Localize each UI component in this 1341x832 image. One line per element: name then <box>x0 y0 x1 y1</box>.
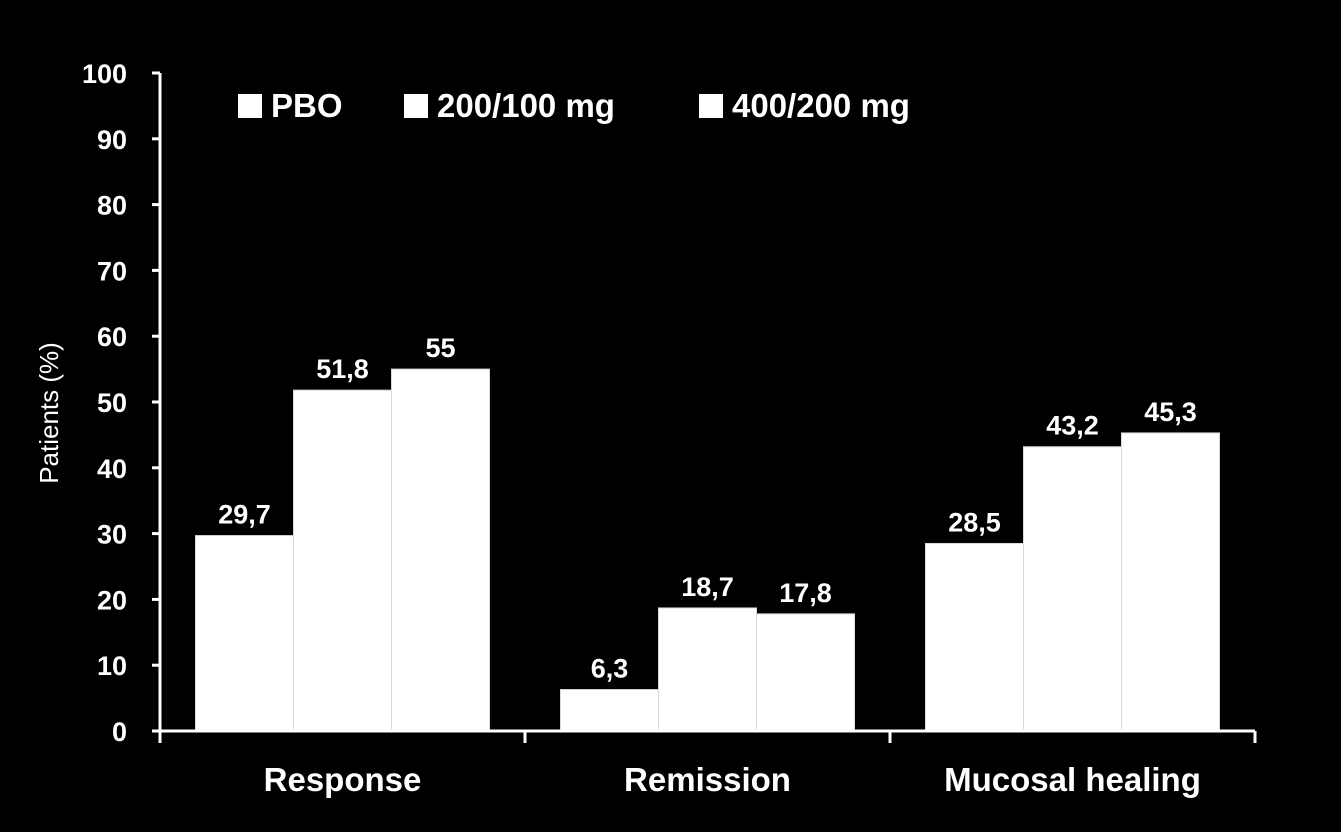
bar-pbo-remission <box>560 689 659 732</box>
axes: 0 10 20 30 40 50 60 70 80 90 100 Response Remission M… <box>82 59 1257 798</box>
data-label: 28,5 <box>948 507 1001 537</box>
bar-200-100-mg-mucosal-healing <box>1023 446 1122 732</box>
bar-400-200-mg-response <box>391 368 490 732</box>
y-tick-label: 20 <box>97 585 127 615</box>
bar-pbo-mucosal-healing <box>925 542 1024 732</box>
data-label: 6,3 <box>591 654 629 684</box>
y-tick-label: 90 <box>97 125 127 155</box>
y-tick-label: 50 <box>97 388 127 418</box>
y-axis-title: Patients (%) <box>34 342 64 484</box>
y-tick-label: 60 <box>97 322 127 352</box>
legend-label: 400/200 mg <box>732 87 910 124</box>
x-tick-label: Response <box>264 761 422 798</box>
data-label: 43,2 <box>1046 411 1099 441</box>
legend-swatch <box>699 94 723 118</box>
legend-label: PBO <box>271 87 343 124</box>
data-label: 29,7 <box>218 500 271 530</box>
data-labels: 29,7 51,8 55 6,3 18,7 17,8 28,5 43,2 45,3 <box>218 333 1197 683</box>
data-label: 51,8 <box>316 354 369 384</box>
y-tick-label: 70 <box>97 256 127 286</box>
y-tick-label: 0 <box>112 717 127 747</box>
bar-200-100-mg-remission <box>658 607 757 732</box>
data-label: 17,8 <box>779 578 832 608</box>
bar-400-200-mg-mucosal-healing <box>1121 432 1220 732</box>
data-label: 45,3 <box>1144 397 1197 427</box>
data-label: 55 <box>425 333 455 363</box>
y-tick-label: 40 <box>97 454 127 484</box>
legend-swatch <box>404 94 428 118</box>
legend-swatch <box>238 94 262 118</box>
bars <box>195 368 1220 732</box>
data-label: 18,7 <box>681 572 734 602</box>
bar-400-200-mg-remission <box>756 613 855 732</box>
x-tick-label: Mucosal healing <box>944 761 1201 798</box>
bar-200-100-mg-response <box>293 389 392 732</box>
x-tick-label: Remission <box>624 761 791 798</box>
y-tick-label: 10 <box>97 651 127 681</box>
legend: PBO 200/100 mg 400/200 mg <box>238 87 910 124</box>
y-tick-label: 80 <box>97 191 127 221</box>
y-tick-label: 30 <box>97 520 127 550</box>
y-tick-label: 100 <box>82 59 127 89</box>
bar-pbo-response <box>195 535 294 732</box>
legend-label: 200/100 mg <box>437 87 615 124</box>
